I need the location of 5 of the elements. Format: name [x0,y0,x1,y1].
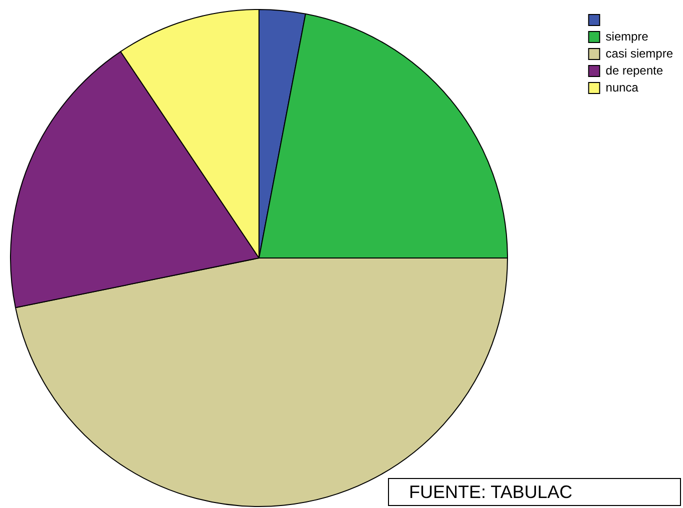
legend-label: siempre [606,29,649,44]
legend-label: casi siempre [606,46,674,60]
source-note: FUENTE: TABULAC [388,478,681,506]
legend-label: nunca [606,80,639,94]
legend-label: de repente [606,63,664,78]
